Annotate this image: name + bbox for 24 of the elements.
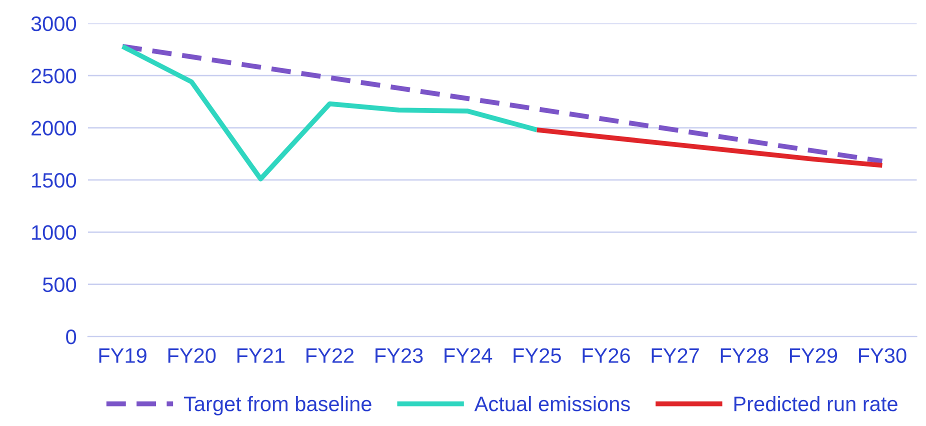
x-tick-label: FY27: [652, 348, 699, 363]
x-tick-label: FY21: [237, 348, 285, 363]
legend-label: Predicted run rate: [734, 396, 898, 412]
x-tick-label: FY19: [99, 348, 146, 363]
y-tick-label: 3000: [31, 16, 76, 32]
y-tick-label: 1000: [32, 225, 76, 240]
x-tick-label: FY29: [790, 348, 838, 363]
legend-label: Actual emissions: [474, 396, 630, 412]
line-series: [120, 44, 540, 182]
y-tick-label: 0: [66, 330, 76, 344]
x-tick-label: FY25: [514, 348, 561, 363]
legend-label: Target from baseline: [184, 396, 372, 416]
x-tick-label: FY24: [444, 348, 492, 363]
y-tick-label: 2000: [32, 120, 76, 136]
x-tick-label: FY22: [306, 348, 354, 363]
x-tick-label: FY28: [720, 348, 768, 363]
x-tick-label: FY30: [859, 348, 906, 363]
x-tick-label: FY23: [376, 348, 423, 363]
x-tick-label: FY26: [582, 348, 630, 363]
y-tick-label: 2500: [32, 68, 76, 84]
y-tick-label: 500: [42, 277, 76, 292]
x-tick-label: FY20: [168, 348, 216, 363]
y-tick-label: 1500: [32, 172, 76, 188]
line-series: [120, 44, 885, 164]
